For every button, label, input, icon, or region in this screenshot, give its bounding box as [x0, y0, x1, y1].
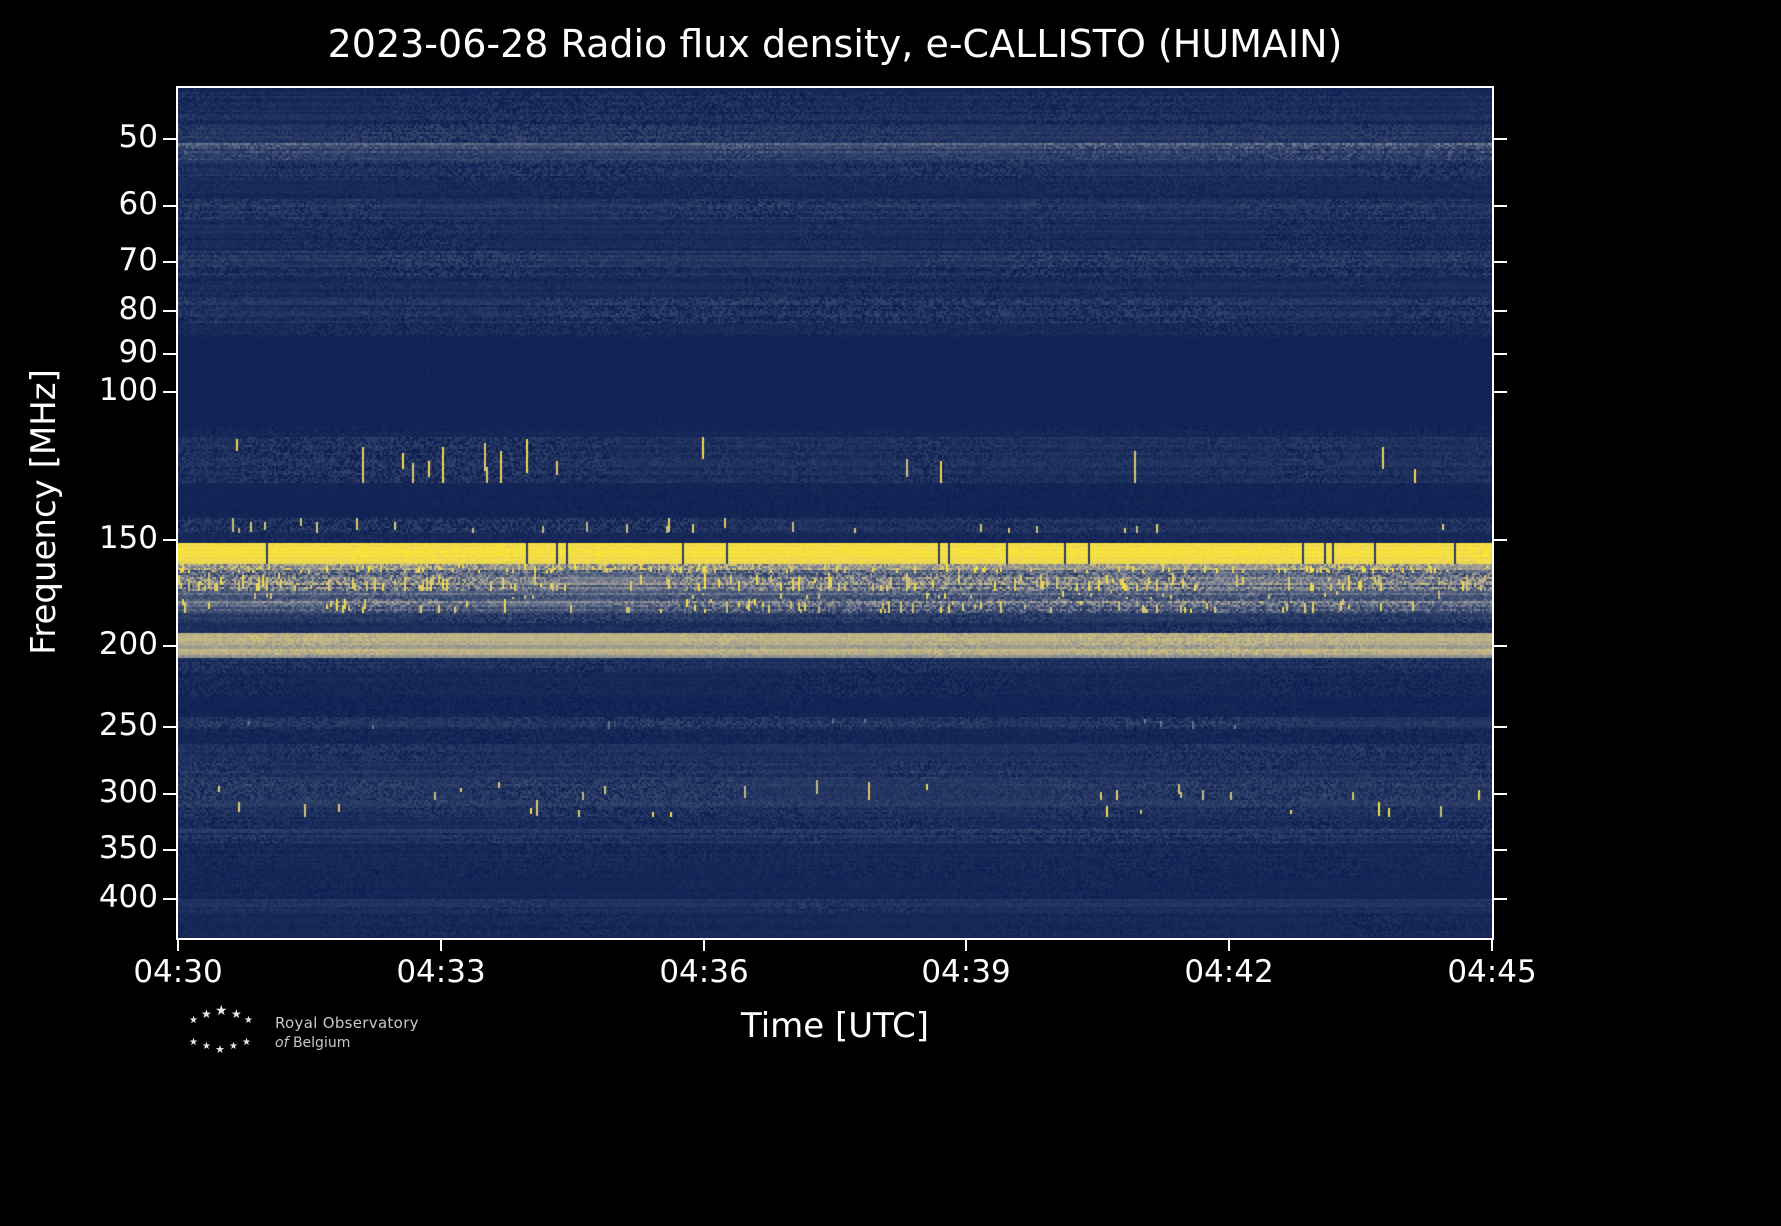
y-tick — [163, 260, 176, 263]
x-tick-label: 04:39 — [921, 954, 1011, 990]
y-tick-label: 400 — [98, 879, 158, 916]
x-tick-label: 04:42 — [1184, 954, 1274, 990]
star-icon: ★ — [244, 1015, 253, 1026]
star-icon: ★ — [189, 1015, 198, 1026]
star-icon: ★ — [215, 1043, 225, 1056]
y-tick — [163, 204, 176, 207]
y-tick-label: 300 — [98, 773, 158, 810]
star-icon: ★ — [189, 1037, 198, 1048]
x-tick-label: 04:30 — [133, 954, 223, 990]
y-tick — [163, 539, 176, 542]
logo-text-belgium: Belgium — [292, 1035, 351, 1051]
logo-text-of: of — [275, 1035, 289, 1051]
rob-logo: ★ ★ ★ ★ ★ ★ ★ ★ ★ ★ Royal Observatory of… — [183, 1002, 483, 1074]
x-tick — [177, 938, 179, 951]
x-tick — [965, 938, 967, 951]
y-tick — [163, 792, 176, 795]
y-tick-label: 70 — [118, 241, 158, 278]
y-tick — [163, 137, 176, 140]
y-tick — [163, 898, 176, 901]
y-tick-label: 100 — [98, 372, 158, 409]
star-icon: ★ — [215, 1003, 228, 1019]
y-tick-right — [1494, 260, 1507, 263]
y-tick — [163, 391, 176, 394]
y-tick-right — [1494, 539, 1507, 542]
x-axis-label: Time [UTC] — [741, 1006, 929, 1046]
y-axis-label: Frequency [MHz] — [24, 369, 64, 655]
star-icon: ★ — [201, 1007, 212, 1021]
y-tick-right — [1494, 204, 1507, 207]
y-tick-label: 350 — [98, 830, 158, 867]
y-tick-label: 250 — [98, 707, 158, 744]
star-icon: ★ — [229, 1041, 238, 1052]
y-tick-label: 60 — [118, 185, 158, 222]
chart-title: 2023-06-28 Radio flux density, e-CALLIST… — [327, 22, 1343, 66]
star-icon: ★ — [231, 1007, 242, 1021]
y-tick-right — [1494, 309, 1507, 312]
y-tick-right — [1494, 391, 1507, 394]
star-icon: ★ — [242, 1037, 251, 1048]
y-tick-right — [1494, 352, 1507, 355]
x-tick-label: 04:45 — [1447, 954, 1537, 990]
y-tick — [163, 352, 176, 355]
y-tick-right — [1494, 849, 1507, 852]
x-tick-label: 04:36 — [659, 954, 749, 990]
y-tick-right — [1494, 726, 1507, 729]
y-tick-label: 80 — [118, 290, 158, 327]
y-tick-right — [1494, 792, 1507, 795]
logo-text: Royal Observatory of Belgium — [275, 1014, 419, 1051]
y-tick-label: 150 — [98, 520, 158, 557]
y-tick-label: 50 — [118, 118, 158, 155]
y-tick-right — [1494, 137, 1507, 140]
plot-frame — [176, 86, 1494, 940]
y-tick-label: 90 — [118, 333, 158, 370]
y-tick — [163, 644, 176, 647]
y-tick — [163, 309, 176, 312]
y-tick-right — [1494, 644, 1507, 647]
y-tick — [163, 849, 176, 852]
y-tick — [163, 726, 176, 729]
x-tick-label: 04:33 — [396, 954, 486, 990]
x-tick — [440, 938, 442, 951]
star-icon: ★ — [202, 1041, 211, 1052]
x-tick — [1228, 938, 1230, 951]
x-tick — [1491, 938, 1493, 951]
x-tick — [703, 938, 705, 951]
spectrogram-canvas — [178, 88, 1492, 938]
logo-text-line2: of Belgium — [275, 1035, 419, 1051]
logo-text-line1: Royal Observatory — [275, 1014, 419, 1032]
y-tick-label: 200 — [98, 625, 158, 662]
y-tick-right — [1494, 898, 1507, 901]
